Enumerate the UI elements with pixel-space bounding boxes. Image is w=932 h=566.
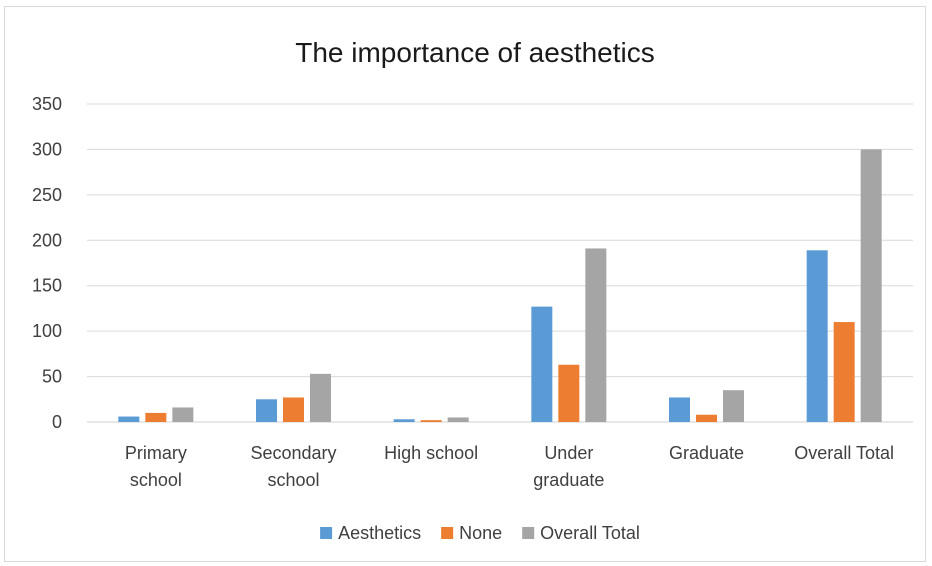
bar-overall-total xyxy=(447,417,469,422)
x-tick-label: High school xyxy=(384,443,478,463)
y-tick-label: 250 xyxy=(32,185,62,205)
gridlines xyxy=(87,103,913,423)
bar-overall-total xyxy=(310,373,331,422)
x-axis-ticks: Primary school Secondary school High school U… xyxy=(125,443,894,490)
bar-none xyxy=(696,414,717,422)
legend-label: Aesthetics xyxy=(338,523,421,543)
y-tick-label: 200 xyxy=(32,230,62,250)
legend-label: Overall Total xyxy=(540,523,640,543)
x-tick-label: Overall Total xyxy=(794,443,894,463)
x-tick-label: Primary school xyxy=(125,443,187,490)
legend-swatch xyxy=(522,527,535,539)
y-tick-label: 300 xyxy=(32,139,62,159)
bar-overall-total xyxy=(585,248,607,422)
bar-aesthetics xyxy=(118,416,140,422)
bar-aesthetics xyxy=(531,306,553,422)
chart-frame xyxy=(4,6,926,562)
bar-none xyxy=(558,364,580,422)
x-tick-label: Under graduate xyxy=(533,443,604,490)
legend-swatch xyxy=(320,527,333,539)
x-tick-label: Graduate xyxy=(669,443,744,463)
bar-aesthetics xyxy=(256,399,277,422)
bar-none xyxy=(833,322,855,422)
bar-none xyxy=(420,420,442,422)
legend: Aesthetics None Overall Total xyxy=(320,523,640,543)
y-tick-label: 100 xyxy=(32,321,62,341)
bars xyxy=(118,149,882,422)
bar-aesthetics xyxy=(669,397,690,422)
bar-aesthetics xyxy=(806,250,828,422)
bar-none xyxy=(145,412,167,422)
y-tick-label: 350 xyxy=(32,94,62,114)
bar-none xyxy=(283,397,304,422)
bar-overall-total xyxy=(172,407,194,422)
y-tick-label: 50 xyxy=(42,367,62,387)
bar-overall-total xyxy=(723,390,744,422)
bar-overall-total xyxy=(860,149,882,422)
y-tick-label: 0 xyxy=(52,412,62,432)
y-axis-ticks: 0 50 100 150 200 250 300 350 xyxy=(32,94,62,432)
chart-title: The importance of aesthetics xyxy=(295,37,655,68)
y-tick-label: 150 xyxy=(32,276,62,296)
legend-swatch xyxy=(441,527,454,539)
bar-aesthetics xyxy=(393,419,415,422)
x-tick-label: Secondary school xyxy=(250,443,336,490)
legend-label: None xyxy=(459,523,502,543)
